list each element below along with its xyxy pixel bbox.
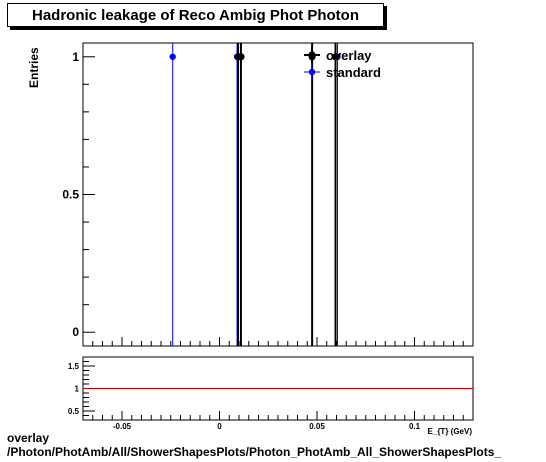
overlay-point [234, 53, 242, 61]
footer-line-2: /Photon/PhotAmb/All/ShowerShapesPlots/Ph… [7, 445, 502, 459]
legend-overlay-label: overlay [326, 48, 372, 63]
main-plot-frame [82, 42, 474, 347]
ratio-y-tick-label: 1.5 [68, 362, 80, 371]
ratio-y-tick-label: 0.5 [68, 407, 80, 416]
legend-overlay-marker [308, 51, 316, 59]
legend-standard-label: standard [326, 65, 381, 80]
x-tick-label: 0 [217, 422, 222, 431]
y-tick-label: 0.5 [62, 188, 79, 202]
x-tick-label: -0.05 [113, 422, 132, 431]
x-tick-label: 0.05 [309, 422, 325, 431]
y-tick-label: 0 [72, 325, 79, 339]
footer-line-1: overlay [7, 431, 50, 445]
footer-caption: overlay /Photon/PhotAmb/All/ShowerShapes… [7, 431, 501, 459]
overlay-point [331, 53, 340, 61]
x-tick-label: 0.1 [409, 422, 421, 431]
ratio-y-tick-label: 1 [75, 385, 80, 394]
y-axis-title: Entries [27, 47, 41, 88]
y-tick-label: 1 [72, 50, 79, 64]
chart-title-box: Hadronic leakage of Reco Ambig Phot Phot… [7, 3, 384, 27]
chart-title: Hadronic leakage of Reco Ambig Phot Phot… [32, 7, 359, 24]
legend-standard-marker [308, 68, 316, 76]
standard-point [169, 53, 176, 60]
x-axis-title: E_{T} (GeV) [428, 427, 473, 436]
